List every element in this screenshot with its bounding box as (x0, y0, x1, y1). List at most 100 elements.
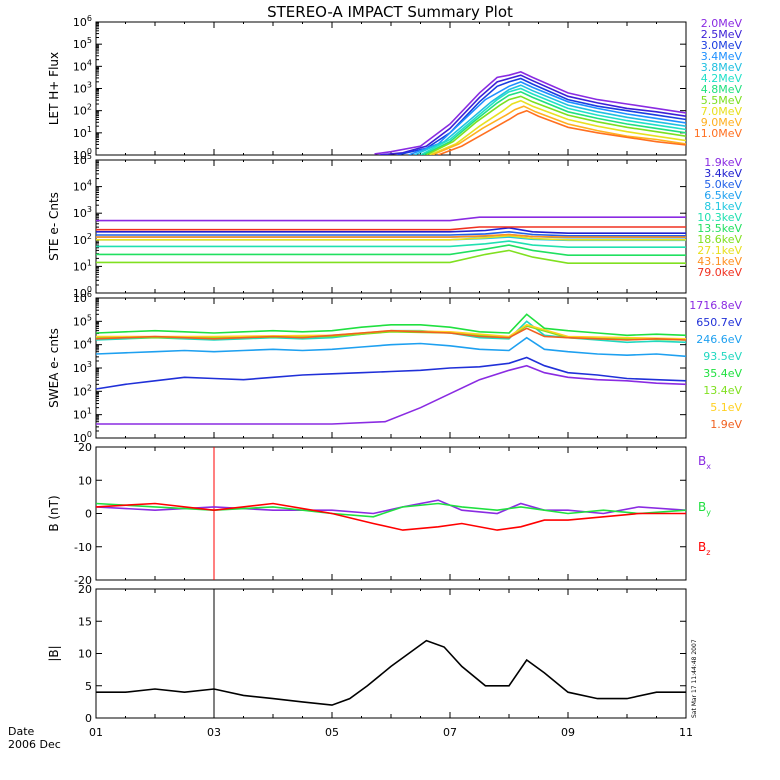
legend-entry: 9.0MeV (701, 116, 743, 129)
legend-entry: 3.0MeV (701, 39, 743, 52)
series-line-5.1eV (96, 323, 686, 340)
legend-entry: 4.8MeV (701, 83, 743, 96)
panel-3: 100 101 102 103 104 105 106 SWEA e- cnts 1716.8e… (47, 290, 742, 445)
y-axis-label: B (nT) (47, 495, 61, 531)
y-axis-label: SWEA e- cnts (47, 328, 61, 408)
y-tick-label: 0 (85, 508, 92, 521)
date-label: Date (8, 725, 35, 738)
y-tick-label: 20 (78, 441, 92, 454)
x-tick-label: 05 (325, 726, 339, 739)
series-line-1.9keV (96, 216, 686, 222)
legend-entry: 27.1keV (697, 244, 742, 257)
series-line-B-y (96, 502, 686, 518)
x-tick-label: 07 (443, 726, 457, 739)
x-tick-label: 11 (679, 726, 693, 739)
y-tick-label: 0 (85, 712, 92, 725)
y-tick-label: 104 (73, 179, 92, 194)
series-line-2.5MeV (379, 74, 686, 155)
y-tick-label: 15 (78, 615, 92, 628)
y-tick-label: 106 (73, 14, 92, 29)
legend-entry: 93.5eV (703, 350, 742, 363)
y-tick-label: 100 (73, 430, 92, 445)
series-line-5.5MeV (426, 95, 686, 155)
legend-entry: 3.8MeV (701, 61, 743, 74)
y-tick-label: 10 (78, 474, 92, 487)
panel-1: 100 101 102 103 104 105 106 LET H+ Flux 2.0MeV2.… (47, 14, 742, 162)
series-group (96, 313, 686, 425)
legend-entry: 6.5keV (704, 189, 742, 202)
series-line-246.6eV (96, 336, 686, 358)
y-tick-label: -10 (74, 541, 92, 554)
series-line-18.6keV (96, 249, 686, 264)
timestamp-label: Sat Mar 17 11:44:48 2007 (691, 639, 698, 718)
y-tick-label: 101 (73, 407, 92, 422)
legend-entry: 79.0keV (697, 266, 742, 279)
series-line-5.0keV (96, 230, 686, 237)
y-tick-label: 102 (73, 383, 92, 398)
series-line-11.0MeV (437, 109, 686, 155)
legend-entry: 2.5MeV (701, 28, 743, 41)
x-tick-label: 01 (89, 726, 103, 739)
series-group (96, 447, 686, 580)
panel-frame (95, 21, 687, 156)
series-group (374, 71, 686, 155)
legend-entry: 18.6keV (697, 233, 742, 246)
legend-entry: 10.3keV (697, 211, 742, 224)
series-line-9.0MeV (431, 105, 686, 155)
legend-entry: 7.0MeV (701, 105, 743, 118)
y-axis-label: STE e- Cnts (47, 192, 61, 261)
y-tick-label: 100 (73, 147, 92, 162)
series-line-7.0MeV (429, 99, 686, 155)
y-tick-label: 20 (78, 583, 92, 596)
y-tick-label: 100 (73, 285, 92, 300)
series-line-43.1keV (96, 233, 686, 238)
y-tick-label: 102 (73, 103, 92, 118)
panel-frame (95, 297, 687, 439)
legend-entry: 5.5MeV (701, 94, 743, 107)
series-line-35.4eV (96, 313, 686, 337)
legend-entry: 5.0keV (704, 178, 742, 191)
y-tick-label: 104 (73, 58, 92, 73)
panel-4: -20 -10 0 10 20 B (nT) Bx By Bz (47, 441, 711, 587)
y-tick-label: 105 (73, 313, 92, 328)
legend-entry: 1.9eV (710, 418, 742, 431)
panel-2: 100 101 102 103 104 105 STE e- Cnts 1.9keV3.4ke… (47, 152, 742, 300)
y-tick-label: 105 (73, 36, 92, 51)
y-tick-label: 104 (73, 337, 92, 352)
y-tick-label: 5 (85, 680, 92, 693)
legend-entry: 2.0MeV (701, 17, 743, 30)
legend-entry: 4.2MeV (701, 72, 743, 85)
legend-entry: Bx (698, 454, 711, 471)
series-line-650.7eV (96, 356, 686, 390)
legend-entry: 11.0MeV (694, 127, 743, 140)
series-line-1.9eV (96, 327, 686, 341)
legend-entry: 8.1keV (704, 200, 742, 213)
y-tick-label: 105 (73, 152, 92, 167)
legend-entry: 1716.8eV (689, 299, 742, 312)
y-tick-label: 103 (73, 205, 92, 220)
x-tick-label: 09 (561, 726, 575, 739)
legend-entry: 13.5keV (697, 222, 742, 235)
series-line-b-magnitude (96, 639, 686, 706)
series-line-10.3keV (96, 240, 686, 248)
y-axis-label: |B| (47, 645, 61, 661)
figure-title: STEREO-A IMPACT Summary Plot (267, 3, 513, 21)
legend-entry: By (698, 500, 711, 517)
series-line-4.8MeV (423, 90, 686, 155)
series-group (96, 589, 686, 718)
series-line-4.2MeV (420, 87, 686, 155)
series-group (96, 216, 686, 264)
legend-entry: 3.4MeV (701, 50, 743, 63)
panel-5: 0 5 10 15 20 |B| (47, 583, 687, 725)
y-tick-label: -20 (74, 574, 92, 587)
y-tick-label: 106 (73, 290, 92, 305)
y-tick-label: 101 (73, 258, 92, 273)
series-line-2.0MeV (374, 71, 686, 155)
y-tick-label: 10 (78, 648, 92, 661)
y-tick-label: 103 (73, 81, 92, 96)
series-line-27.1keV (96, 234, 686, 241)
legend-entry: 13.4eV (703, 384, 742, 397)
legend-entry: 246.6eV (696, 333, 742, 346)
